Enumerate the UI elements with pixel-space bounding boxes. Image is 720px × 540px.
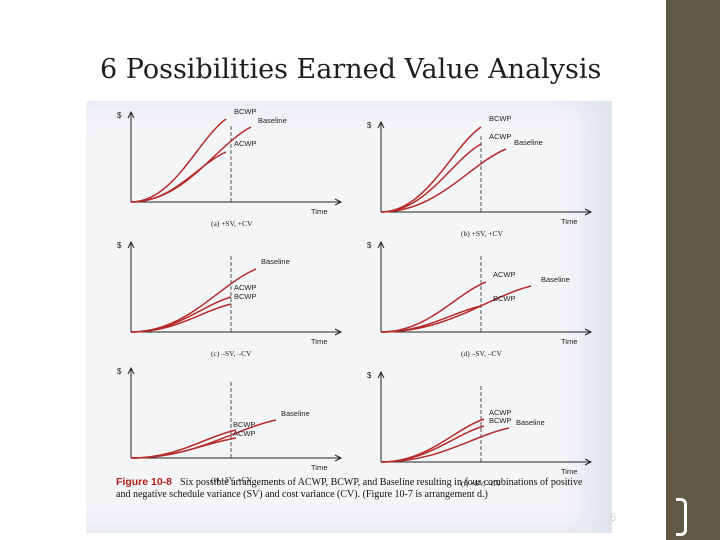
x-axis-arrow-c [334, 328, 343, 336]
curve-label-b-2: Baseline [514, 138, 543, 147]
curve-acwp-e [130, 437, 237, 459]
page-number: 6 [610, 512, 617, 524]
y-axis-label-d: $ [367, 241, 372, 250]
curve-acwp-a [130, 151, 227, 203]
curve-baseline-f [380, 427, 510, 463]
x-axis-label-e: Time [311, 463, 327, 472]
curve-label-b-0: BCWP [489, 114, 512, 123]
panel-subtitle-c: (c) –SV, –CV [211, 349, 252, 358]
curve-baseline-b [380, 148, 507, 213]
x-axis-label-d: Time [561, 337, 577, 346]
earned-value-figure: $ Time BCWP Baseline ACWP (a) +SV, +CV $ Time BC… [86, 101, 612, 533]
x-axis-arrow-a [334, 198, 343, 206]
curve-baseline-a [130, 126, 252, 203]
curve-label-b-1: ACWP [489, 132, 512, 141]
slide-title: 6 Possibilities Earned Value Analysis [100, 54, 602, 85]
curve-bcwp-f [380, 425, 485, 463]
x-axis-arrow-f [584, 458, 593, 466]
curve-acwp-b [380, 143, 482, 213]
figure-number: Figure 10-8 [116, 476, 173, 488]
panel-subtitle-b: (b) +SV, +CV [461, 229, 503, 238]
x-axis-label-a: Time [311, 207, 327, 216]
panel-subtitle-d: (d) –SV, –CV [461, 349, 502, 358]
curve-label-e-2: ACWP [233, 429, 256, 438]
y-axis-label-e: $ [117, 367, 122, 376]
sidebar-accent [666, 432, 720, 540]
y-axis-arrow-b [377, 120, 385, 129]
x-axis-label-c: Time [311, 337, 327, 346]
curve-label-d-0: ACWP [493, 270, 516, 279]
curve-label-f-2: Baseline [516, 418, 545, 427]
x-axis-label-f: Time [561, 467, 577, 476]
panel-subtitle-a: (a) +SV, +CV [211, 219, 253, 228]
curve-acwp-c [130, 296, 232, 333]
bracket-icon [676, 498, 687, 536]
curve-label-c-1: ACWP [234, 283, 257, 292]
y-axis-label-c: $ [117, 241, 122, 250]
curve-label-d-1: Baseline [541, 275, 570, 284]
x-axis-arrow-e [334, 454, 343, 462]
y-axis-arrow-f [377, 370, 385, 379]
x-axis-label-b: Time [561, 217, 577, 226]
x-axis-arrow-d [584, 328, 593, 336]
figure-caption-text: Six possible arrangements of ACWP, BCWP,… [116, 477, 583, 500]
y-axis-label-a: $ [117, 111, 122, 120]
y-axis-arrow-d [377, 240, 385, 249]
panel-subtitle-f: (f) +SV, –CV [461, 479, 502, 488]
x-axis-arrow-b [584, 208, 593, 216]
y-axis-label-b: $ [367, 121, 372, 130]
curve-baseline-d [380, 285, 532, 333]
y-axis-arrow-c [127, 240, 135, 249]
curve-label-a-1: Baseline [258, 116, 287, 125]
curve-bcwp-c [130, 303, 232, 333]
curve-label-d-2: BCWP [493, 294, 516, 303]
y-axis-label-f: $ [367, 371, 372, 380]
curve-bcwp-e [130, 429, 237, 459]
curve-bcwp-d [380, 305, 482, 333]
curve-label-c-2: BCWP [234, 292, 257, 301]
figure-caption: Figure 10-8 Six possible arrangements of … [116, 476, 596, 500]
curve-label-a-2: ACWP [234, 139, 257, 148]
y-axis-arrow-e [127, 366, 135, 375]
curve-label-e-0: Baseline [281, 409, 310, 418]
curve-label-a-0: BCWP [234, 107, 257, 116]
curve-bcwp-a [130, 118, 227, 203]
curve-label-e-1: BCWP [233, 420, 256, 429]
curve-label-f-0: ACWP [489, 408, 512, 417]
curve-label-c-0: Baseline [261, 257, 290, 266]
curve-label-f-1: BCWP [489, 416, 512, 425]
curve-acwp-f [380, 418, 485, 463]
panel-subtitle-e: (e) –SV, +CV [211, 475, 253, 484]
y-axis-arrow-a [127, 110, 135, 119]
